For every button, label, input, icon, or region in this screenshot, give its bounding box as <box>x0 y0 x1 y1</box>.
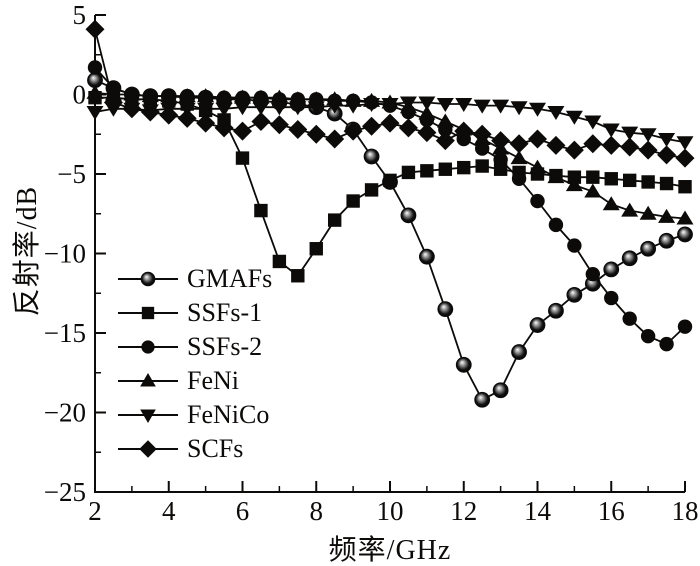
legend-label-fenico: FeNiCo <box>187 400 270 429</box>
svg-text:18: 18 <box>672 496 699 526</box>
svg-text:0: 0 <box>73 80 87 110</box>
svg-text:6: 6 <box>236 496 250 526</box>
legend-label-feni: FeNi <box>187 366 239 395</box>
legend-item-scfs: SCFs <box>116 432 272 466</box>
svg-text:2: 2 <box>88 496 102 526</box>
legend-marker-triangle-up-icon <box>118 373 178 387</box>
y-axis-title: 反射率/dB <box>12 185 43 317</box>
svg-text:−10: −10 <box>44 239 86 269</box>
legend-item-feni: FeNi <box>116 364 272 398</box>
legend-marker-diamond-icon <box>118 440 178 458</box>
legend-label-gmafs: GMAFs <box>187 264 273 293</box>
legend-item-ssfs1: SSFs-1 <box>116 296 272 330</box>
svg-text:−15: −15 <box>44 318 86 348</box>
legend-item-fenico: FeNiCo <box>116 398 272 432</box>
svg-text:8: 8 <box>310 496 324 526</box>
axes: 5 0 −5 −10 −15 −20 −252 4 6 8 10 12 14 16 18 <box>44 0 699 526</box>
legend-label-scfs: SCFs <box>187 434 244 463</box>
legend-marker-circle-icon <box>118 340 178 354</box>
svg-text:16: 16 <box>598 496 625 526</box>
legend: GMAFs SSFs-1 SSFs-2 FeNi FeNiCo SCFs <box>116 262 272 466</box>
series-lines <box>85 19 695 408</box>
svg-text:5: 5 <box>73 0 87 30</box>
svg-text:14: 14 <box>524 496 552 526</box>
svg-text:−20: −20 <box>44 398 86 428</box>
legend-label-ssfs2: SSFs-2 <box>187 332 263 361</box>
legend-marker-sphere-icon <box>118 271 178 287</box>
svg-text:12: 12 <box>450 496 477 526</box>
svg-text:10: 10 <box>377 496 404 526</box>
legend-item-ssfs2: SSFs-2 <box>116 330 272 364</box>
legend-marker-triangle-down-icon <box>118 409 178 423</box>
legend-item-gmafs: GMAFs <box>116 262 272 296</box>
svg-text:−25: −25 <box>44 477 86 507</box>
series-SCFs <box>85 19 695 168</box>
svg-text:4: 4 <box>162 496 176 526</box>
legend-label-ssfs1: SSFs-1 <box>187 298 263 327</box>
x-axis-title: 频率/GHz <box>328 535 452 566</box>
svg-text:−5: −5 <box>57 159 86 189</box>
legend-marker-square-icon <box>118 306 178 320</box>
